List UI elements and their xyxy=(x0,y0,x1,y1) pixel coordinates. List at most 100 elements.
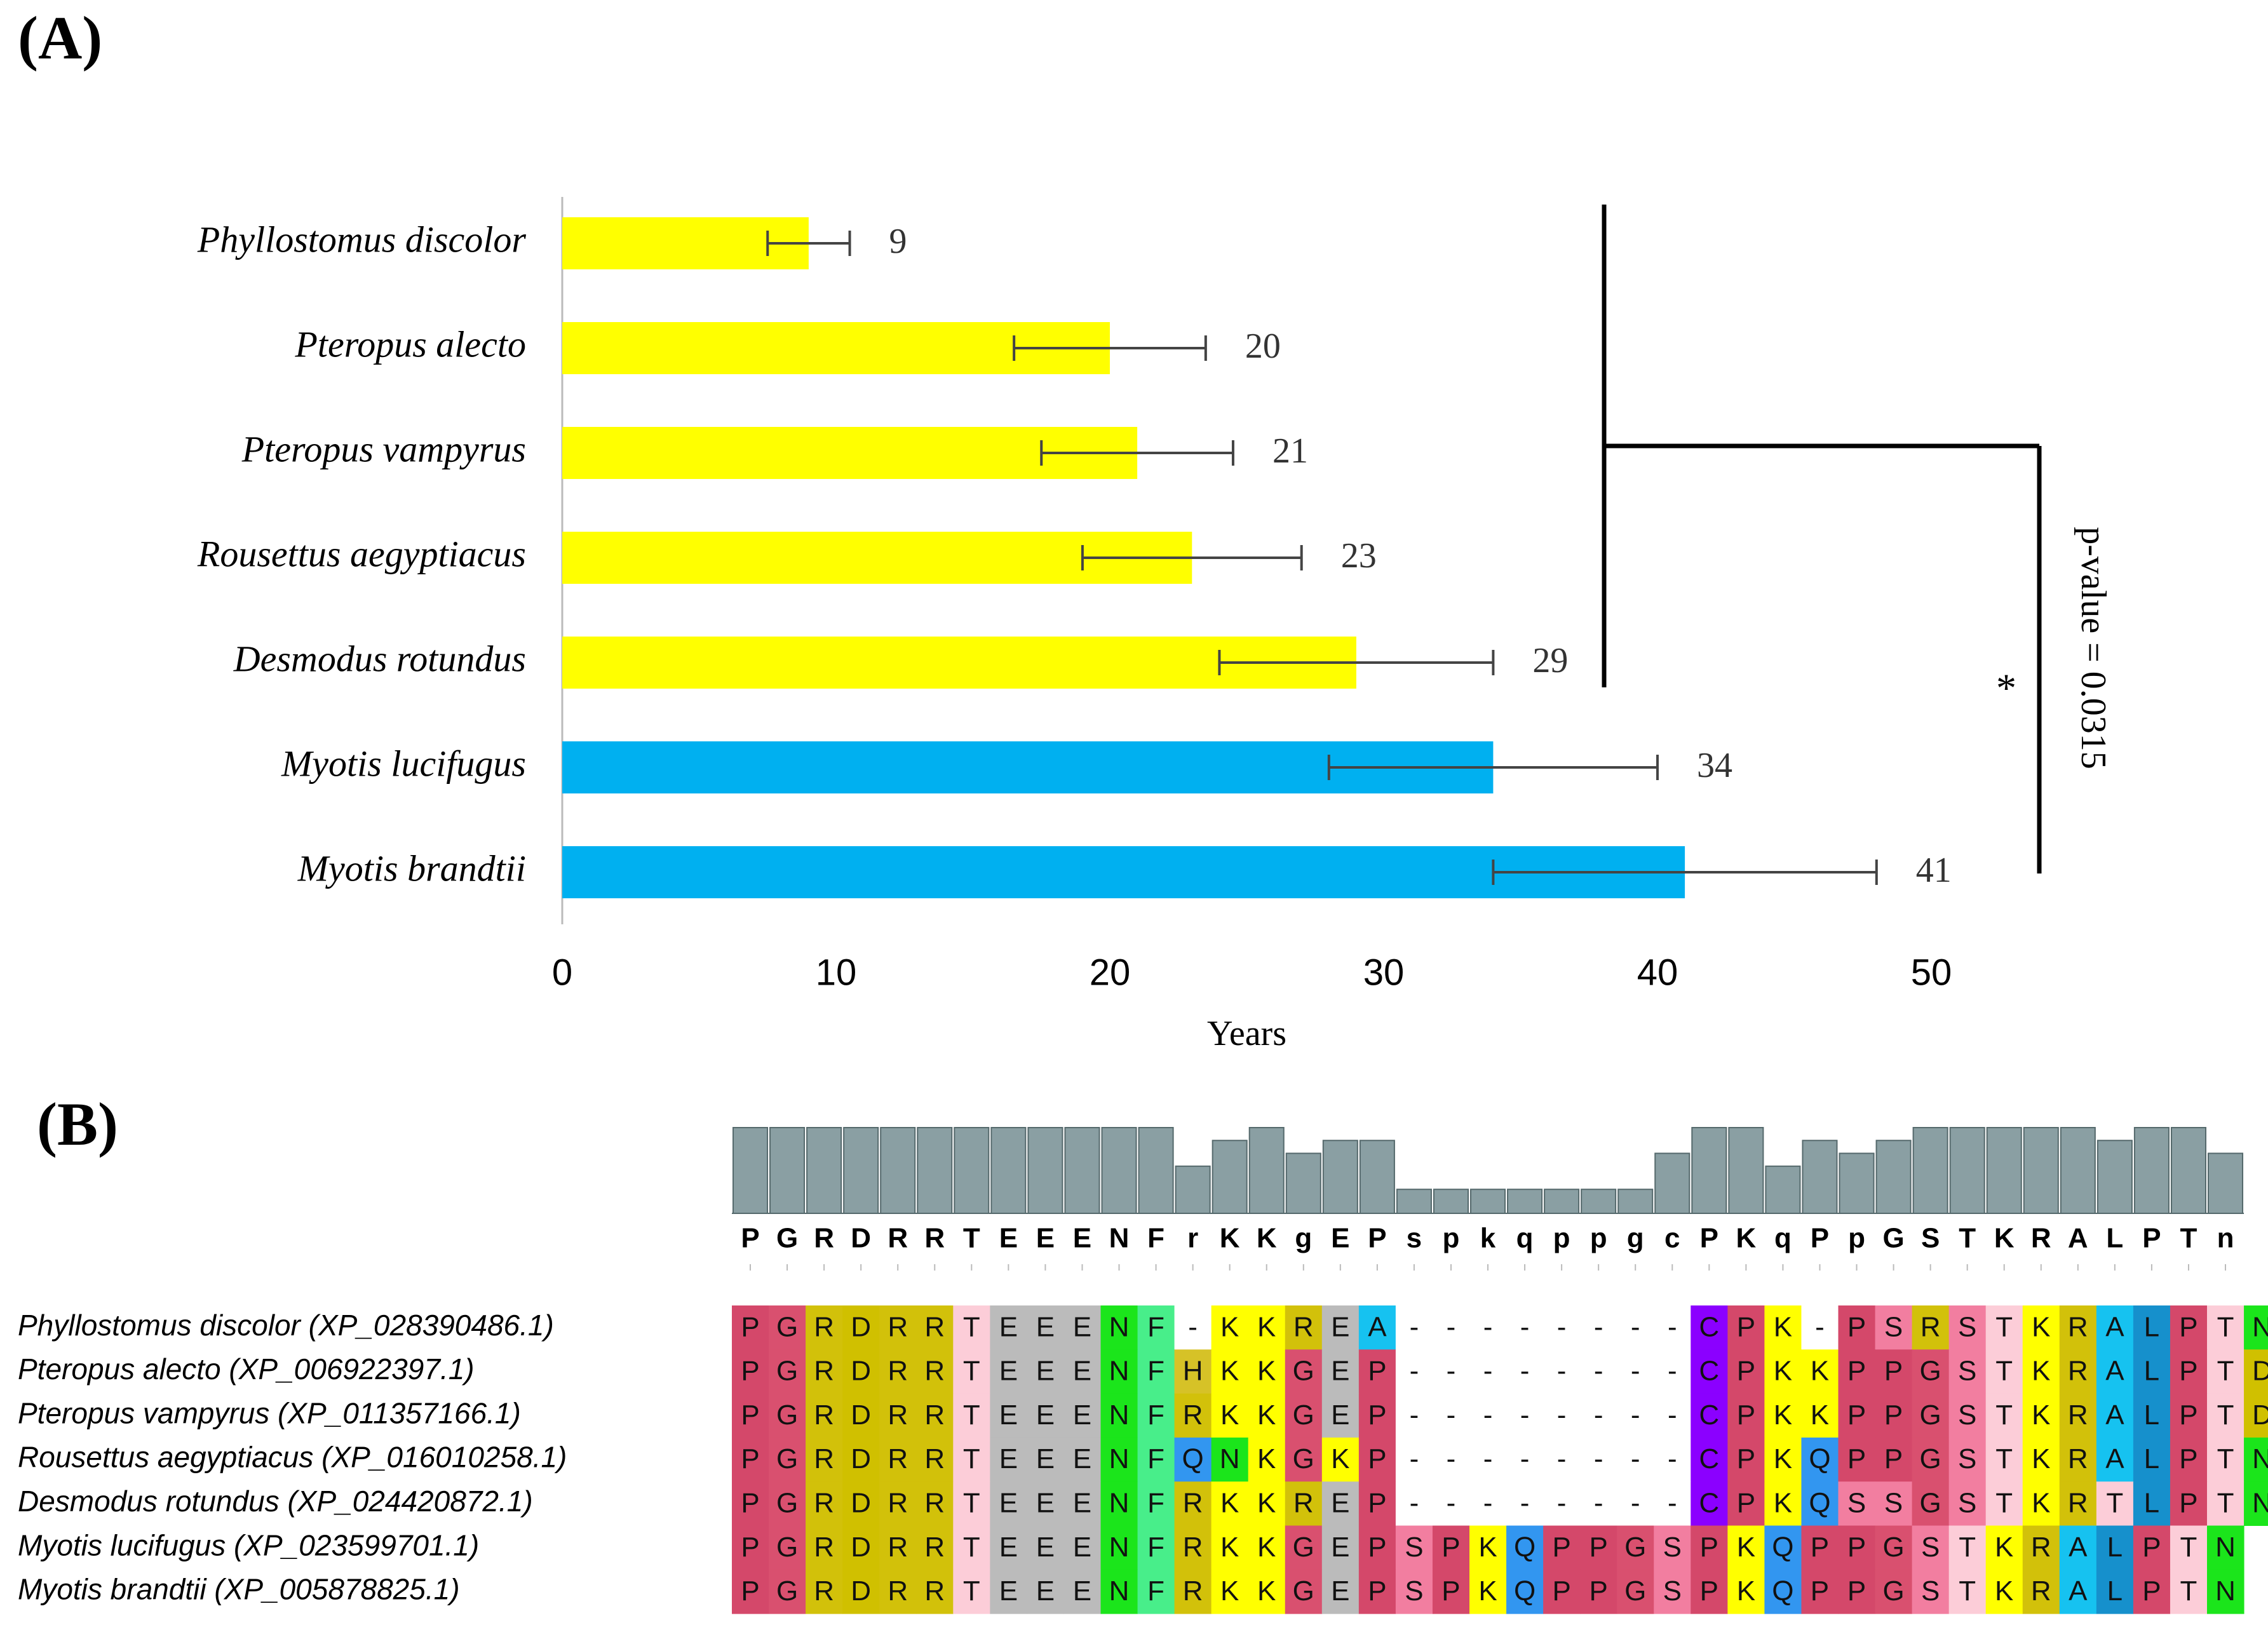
residue-cell xyxy=(1285,1525,1323,1570)
residue-cell xyxy=(1469,1437,1507,1482)
residue-cell xyxy=(2022,1569,2060,1614)
residue-letter: S xyxy=(1958,1443,1976,1474)
residue-letter: N xyxy=(1220,1443,1240,1474)
residue-letter: Q xyxy=(1182,1443,1204,1474)
conservation-bar xyxy=(1101,1127,1137,1214)
residue-cell xyxy=(1580,1393,1617,1438)
residue-cell xyxy=(1358,1437,1396,1482)
residue-cell xyxy=(2059,1481,2097,1526)
residue-cell xyxy=(1027,1525,1064,1570)
residue-letter: S xyxy=(1958,1487,1976,1518)
residue-letter: - xyxy=(1520,1356,1530,1387)
residue-letter: E xyxy=(1073,1487,1091,1518)
residue-letter: P xyxy=(1737,1443,1755,1474)
residue-letter: Q xyxy=(1514,1575,1536,1607)
residue-cell xyxy=(1248,1481,1286,1526)
residue-letter: P xyxy=(741,1487,759,1518)
residue-letter: P xyxy=(1847,1311,1866,1342)
residue-letter: R xyxy=(2068,1356,2088,1387)
residue-cell xyxy=(990,1481,1027,1526)
residue-cell xyxy=(1432,1305,1470,1350)
residue-cell xyxy=(2096,1525,2134,1570)
residue-letter: P xyxy=(1441,1532,1460,1563)
residue-letter: - xyxy=(1668,1356,1677,1387)
residue-cell xyxy=(1063,1525,1101,1570)
residue-letter: Q xyxy=(1809,1443,1830,1474)
residue-cell xyxy=(1764,1481,1802,1526)
residue-cell xyxy=(1469,1481,1507,1526)
residue-letter: P xyxy=(1847,1443,1866,1474)
residue-letter: K xyxy=(1774,1311,1792,1342)
residue-cell xyxy=(953,1437,990,1482)
residue-letter: R xyxy=(2068,1443,2088,1474)
residue-cell xyxy=(990,1525,1027,1570)
residue-cell xyxy=(1100,1349,1138,1394)
residue-letter: K xyxy=(1995,1532,2013,1563)
residue-cell xyxy=(1506,1349,1544,1394)
residue-letter: G xyxy=(1293,1399,1314,1431)
conservation-bar xyxy=(917,1127,953,1214)
residue-cell xyxy=(1875,1569,1913,1614)
residue-cell xyxy=(879,1349,917,1394)
residue-cell xyxy=(1543,1349,1581,1394)
residue-letter: P xyxy=(2179,1443,2197,1474)
residue-cell xyxy=(2207,1393,2244,1438)
residue-letter: K xyxy=(1257,1356,1276,1387)
x-tick-label: 30 xyxy=(1363,952,1405,993)
residue-letter: E xyxy=(999,1356,1018,1387)
residue-letter: R xyxy=(924,1399,945,1431)
residue-letter: N xyxy=(1109,1575,1130,1607)
residue-letter: A xyxy=(1368,1311,1387,1342)
residue-letter: - xyxy=(1520,1487,1530,1518)
residue-letter: S xyxy=(1405,1575,1423,1607)
residue-letter: R xyxy=(924,1356,945,1387)
residue-letter: P xyxy=(2142,1575,2161,1607)
residue-cell xyxy=(2207,1437,2244,1482)
residue-cell xyxy=(879,1305,917,1350)
conservation-bar xyxy=(1802,1140,1838,1214)
residue-letter: P xyxy=(1847,1532,1866,1563)
residue-letter: P xyxy=(1552,1575,1570,1607)
residue-letter: - xyxy=(1483,1399,1493,1431)
residue-letter: E xyxy=(1036,1575,1055,1607)
residue-letter: T xyxy=(963,1443,980,1474)
residue-letter: P xyxy=(1847,1399,1866,1431)
residue-letter: R xyxy=(924,1532,945,1563)
residue-cell xyxy=(1506,1481,1544,1526)
residue-letter: K xyxy=(1257,1311,1276,1342)
residue-letter: - xyxy=(1668,1399,1677,1431)
residue-cell xyxy=(1801,1525,1839,1570)
residue-cell xyxy=(1211,1349,1249,1394)
residue-letter: K xyxy=(1257,1443,1276,1474)
residue-cell xyxy=(1211,1393,1249,1438)
residue-letter: G xyxy=(1920,1399,1941,1431)
residue-letter: P xyxy=(1847,1356,1866,1387)
conservation-bar xyxy=(2133,1127,2170,1214)
residue-letter: A xyxy=(2105,1311,2124,1342)
residue-letter: N xyxy=(1109,1311,1130,1342)
residue-letter: C xyxy=(1699,1399,1719,1431)
residue-cell xyxy=(1875,1525,1913,1570)
residue-cell xyxy=(1875,1393,1913,1438)
residue-letter: E xyxy=(999,1399,1018,1431)
residue-cell xyxy=(2059,1569,2097,1614)
residue-letter: R xyxy=(814,1311,834,1342)
residue-cell xyxy=(842,1569,880,1614)
residue-cell xyxy=(2059,1393,2097,1438)
residue-letter: P xyxy=(1589,1532,1607,1563)
residue-letter: R xyxy=(814,1356,834,1387)
residue-letter: N xyxy=(1109,1399,1130,1431)
residue-cell xyxy=(1063,1393,1101,1438)
residue-letter: G xyxy=(776,1532,798,1563)
residue-letter: R xyxy=(888,1356,908,1387)
residue-letter: S xyxy=(1958,1356,1976,1387)
conservation-bar xyxy=(1507,1189,1543,1214)
residue-cell xyxy=(953,1393,990,1438)
residue-letter: R xyxy=(814,1399,834,1431)
residue-cell xyxy=(1285,1481,1323,1526)
conservation-bar xyxy=(1581,1189,1617,1214)
conservation-bar xyxy=(1875,1140,1912,1214)
residue-cell xyxy=(1285,1437,1323,1482)
residue-cell xyxy=(2022,1393,2060,1438)
panel-b-label: (B) xyxy=(37,1090,118,1158)
